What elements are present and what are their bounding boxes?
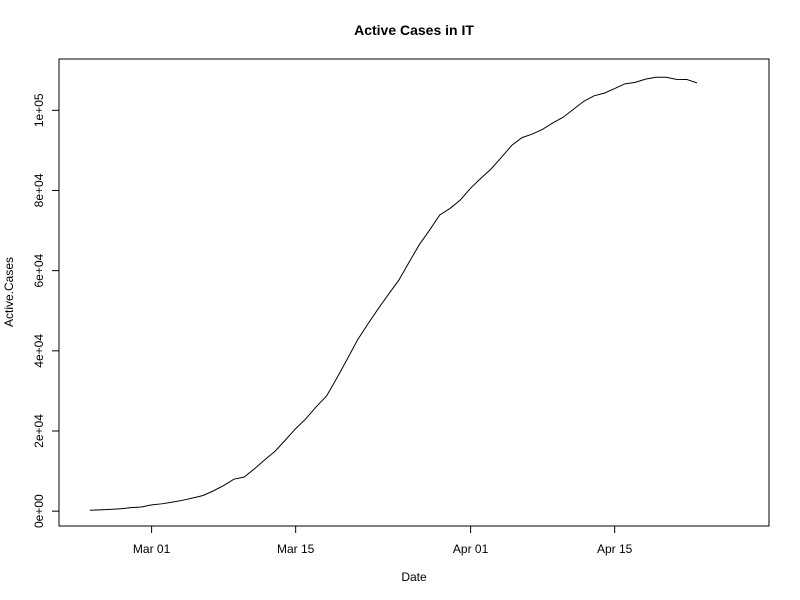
y-axis: 0e+00 2e+04 4e+04 6e+04 8e+04 1e+05	[32, 93, 59, 528]
y-axis-label: Active.Cases	[2, 257, 16, 327]
x-tick-label: Mar 15	[277, 542, 315, 556]
chart-title: Active Cases in IT	[354, 22, 474, 38]
y-tick-label: 6e+04	[32, 253, 46, 287]
x-axis-label: Date	[401, 570, 427, 584]
x-tick-label: Mar 01	[133, 542, 171, 556]
series-points	[88, 76, 698, 512]
plot-frame	[58, 58, 770, 527]
y-tick-label: 1e+05	[32, 93, 46, 127]
y-tick-label: 8e+04	[32, 173, 46, 207]
y-tick-label: 4e+04	[32, 334, 46, 368]
y-tick-label: 0e+00	[32, 494, 46, 528]
series-line	[89, 76, 698, 511]
x-tick-label: Apr 01	[453, 542, 489, 556]
x-tick-label: Apr 15	[597, 542, 633, 556]
x-axis: Mar 01 Mar 15 Apr 01 Apr 15	[133, 526, 633, 556]
y-tick-label: 2e+04	[32, 414, 46, 448]
